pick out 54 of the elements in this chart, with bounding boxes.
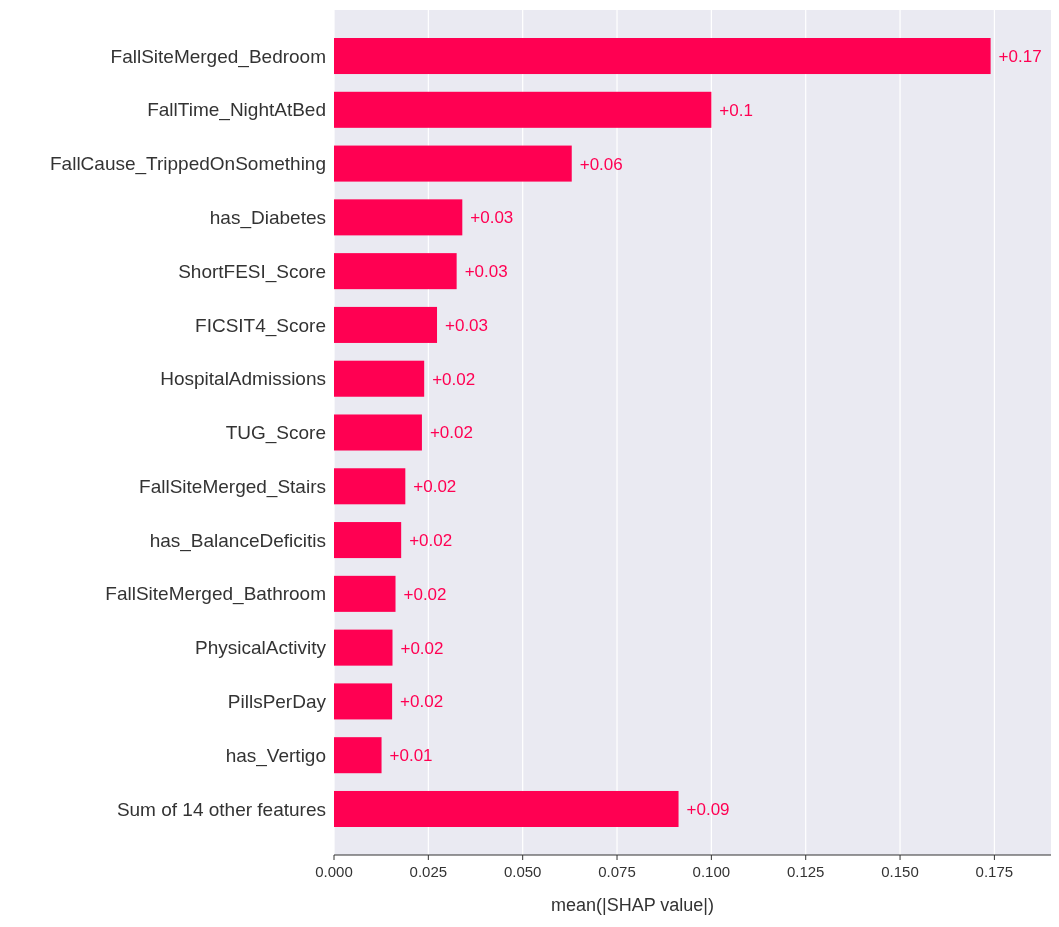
x-tick-label: 0.025 xyxy=(409,863,448,880)
data-label: +0.17 xyxy=(998,46,1042,66)
data-label: +0.06 xyxy=(579,154,623,174)
bar xyxy=(334,468,406,505)
y-tick-label: Sum of 14 other features xyxy=(116,798,326,820)
bar xyxy=(334,253,457,290)
y-tick-label: TUG_Score xyxy=(225,422,326,445)
data-label: +0.02 xyxy=(400,638,444,658)
y-tick-label: ShortFESI_Score xyxy=(178,260,326,283)
data-label: +0.03 xyxy=(464,262,508,282)
y-tick-label: has_BalanceDeficitis xyxy=(149,529,326,552)
bar xyxy=(334,360,425,397)
data-label: +0.09 xyxy=(686,799,730,819)
data-label: +0.02 xyxy=(432,369,476,389)
bar xyxy=(334,522,402,559)
y-tick-label: FallSiteMerged_Bedroom xyxy=(110,45,326,68)
bar xyxy=(334,629,393,666)
x-tick-label: 0.125 xyxy=(786,863,825,880)
y-tick-label: HospitalAdmissions xyxy=(160,368,326,390)
bar xyxy=(334,683,393,720)
data-label: +0.02 xyxy=(413,477,457,497)
data-label: +0.02 xyxy=(429,423,473,443)
y-tick-label: FallTime_NightAtBed xyxy=(147,99,326,122)
bar xyxy=(334,414,422,451)
y-tick-label: FICSIT4_Score xyxy=(195,314,326,337)
data-label: +0.01 xyxy=(389,746,433,766)
bar xyxy=(334,737,382,774)
bar xyxy=(334,575,396,612)
data-label: +0.03 xyxy=(470,208,514,228)
y-tick-label: has_Diabetes xyxy=(209,207,326,230)
data-label: +0.02 xyxy=(400,692,444,712)
x-tick-label: 0.150 xyxy=(881,863,919,880)
x-tick-label: 0.075 xyxy=(598,863,636,880)
bar xyxy=(334,199,463,236)
x-tick-label: 0.050 xyxy=(503,863,542,880)
data-label: +0.03 xyxy=(445,315,489,335)
x-tick-label: 0.175 xyxy=(975,863,1014,880)
bar xyxy=(334,38,991,75)
y-tick-label: FallCause_TrippedOnSomething xyxy=(49,153,326,176)
data-label: +0.1 xyxy=(719,100,753,120)
data-label: +0.02 xyxy=(403,584,447,604)
y-tick-label: PillsPerDay xyxy=(227,691,327,713)
bar xyxy=(334,790,679,827)
x-tick-label: 0.100 xyxy=(692,863,731,880)
bar xyxy=(334,306,438,343)
data-label: +0.02 xyxy=(409,531,453,551)
bar xyxy=(334,145,572,182)
x-tick-label: 0.000 xyxy=(315,863,353,880)
y-tick-label: PhysicalActivity xyxy=(195,637,327,659)
y-tick-label: FallSiteMerged_Bathroom xyxy=(105,583,326,606)
bar xyxy=(334,91,712,128)
x-axis-title: mean(|SHAP value|) xyxy=(550,895,715,915)
y-tick-label: has_Vertigo xyxy=(225,744,326,767)
y-tick-label: FallSiteMerged_Stairs xyxy=(139,475,326,498)
